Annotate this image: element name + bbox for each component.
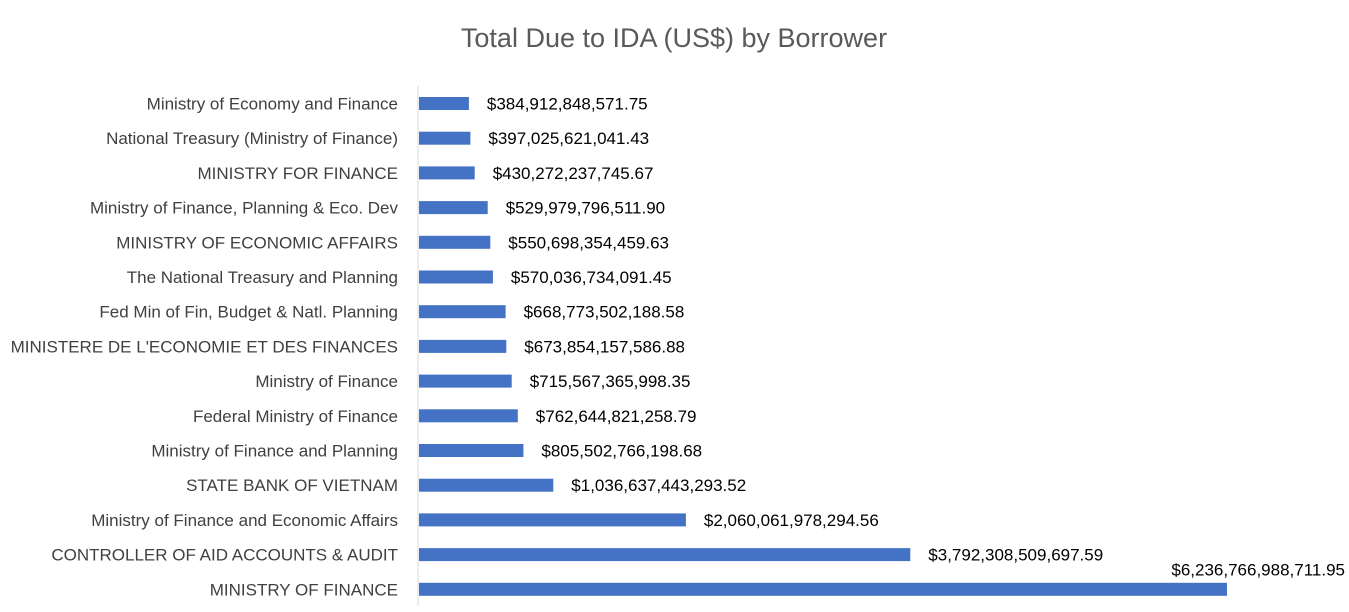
value-labels: $384,912,848,571.75 $397,025,621,041.43 $4… [487, 95, 1345, 580]
category-label: National Treasury (Ministry of Finance) [106, 129, 398, 148]
bar [419, 409, 518, 423]
value-label: $3,792,308,509,697.59 [928, 546, 1103, 565]
category-labels: Ministry of Economy and Finance National … [11, 95, 399, 600]
value-label: $1,036,637,443,293.52 [571, 476, 746, 495]
value-label: $2,060,061,978,294.56 [704, 511, 879, 530]
value-label: $762,644,821,258.79 [536, 407, 697, 426]
bar [419, 235, 491, 249]
category-label: STATE BANK OF VIETNAM [186, 476, 398, 495]
bars-group [419, 97, 1227, 596]
bar [419, 339, 507, 353]
value-label: $715,567,365,998.35 [530, 372, 691, 391]
bar [419, 513, 686, 527]
bar [419, 270, 493, 284]
bar [419, 201, 488, 215]
value-label: $430,272,237,745.67 [493, 164, 654, 183]
category-label: CONTROLLER OF AID ACCOUNTS & AUDIT [51, 546, 398, 565]
category-label: MINISTERE DE L'ECONOMIE ET DES FINANCES [11, 337, 398, 356]
value-label: $384,912,848,571.75 [487, 95, 648, 114]
category-label: Federal Ministry of Finance [193, 407, 398, 426]
bar [419, 131, 471, 145]
category-label: MINISTRY FOR FINANCE [197, 164, 398, 183]
value-label: $529,979,796,511.90 [506, 199, 665, 218]
bar [419, 478, 554, 492]
category-label: Ministry of Finance and Planning [151, 442, 398, 461]
category-label: Ministry of Finance, Planning & Eco. Dev [90, 199, 399, 218]
bar [419, 444, 524, 457]
value-label: $6,236,766,988,711.95 [1171, 560, 1345, 579]
value-label: $570,036,734,091.45 [511, 268, 672, 287]
category-label: MINISTRY OF ECONOMIC AFFAIRS [116, 233, 398, 252]
category-label: Ministry of Finance and Economic Affairs [91, 511, 398, 530]
bar [419, 166, 475, 180]
value-label: $397,025,621,041.43 [488, 129, 649, 148]
category-label: Ministry of Finance [255, 372, 398, 391]
bar [419, 548, 911, 562]
category-label: Fed Min of Fin, Budget & Natl. Planning [99, 303, 398, 322]
bar [419, 582, 1227, 596]
bar [419, 97, 469, 110]
value-label: $668,773,502,188.58 [524, 303, 685, 322]
chart-title: Total Due to IDA (US$) by Borrower [461, 23, 887, 53]
value-label: $673,854,157,586.88 [524, 337, 685, 356]
category-label: MINISTRY OF FINANCE [210, 580, 398, 599]
category-label: Ministry of Economy and Finance [147, 95, 398, 114]
bar [419, 305, 506, 319]
bar [419, 374, 512, 388]
value-label: $550,698,354,459.63 [508, 233, 669, 252]
value-label: $805,502,766,198.68 [541, 442, 702, 461]
category-label: The National Treasury and Planning [127, 268, 398, 287]
